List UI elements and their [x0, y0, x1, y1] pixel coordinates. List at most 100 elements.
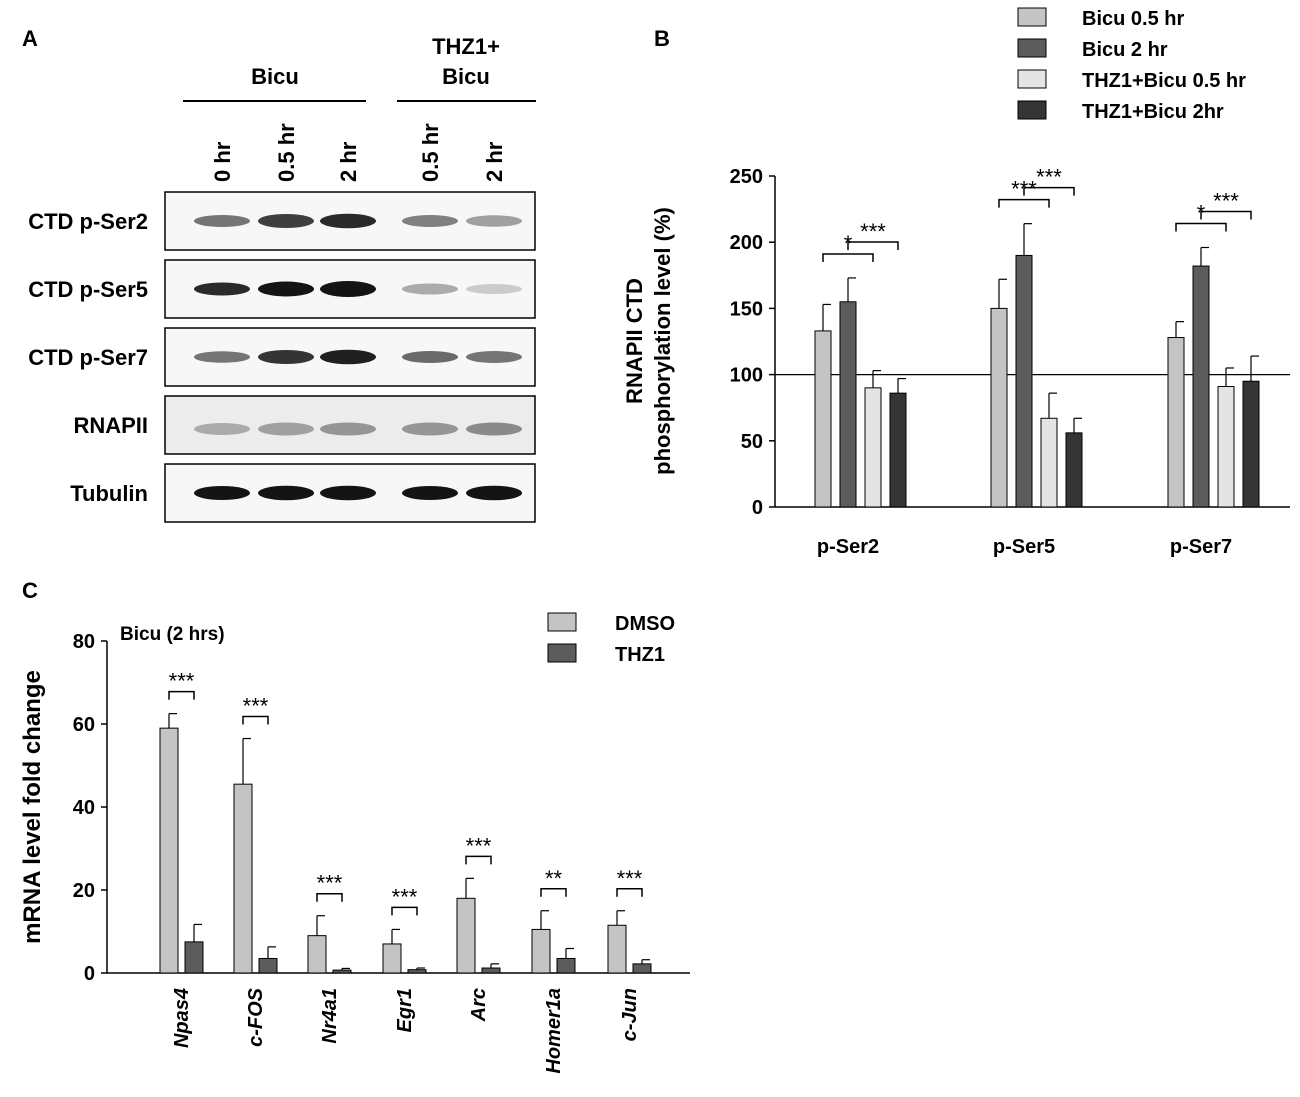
legend-label: Bicu 0.5 hr	[1082, 8, 1184, 30]
category-label: c-FOS	[245, 987, 267, 1047]
bar	[1015, 254, 1033, 508]
bar	[332, 969, 352, 974]
panel-c-annotation: Bicu (2 hrs)	[120, 624, 225, 645]
bar	[233, 783, 253, 974]
legend-swatch	[1017, 69, 1047, 89]
significance-bracket	[822, 253, 874, 262]
legend-label: THZ1	[615, 644, 665, 666]
bar	[456, 897, 476, 974]
significance-bracket	[316, 892, 343, 902]
blot-band	[320, 485, 376, 501]
blot-strips: CTD p-Ser2 CTD p-Ser5 CTD p-Ser7 RNAPII Tubu…	[28, 191, 536, 523]
bar	[1065, 432, 1083, 508]
bar	[1242, 380, 1260, 508]
blot-band	[402, 215, 458, 227]
blot-band	[320, 213, 376, 229]
blot-band	[402, 283, 458, 295]
bar	[607, 924, 627, 974]
bar	[307, 935, 327, 974]
group-label-thz1-line1: THZ1+	[432, 34, 500, 59]
blot-band	[320, 281, 376, 297]
significance-bracket	[391, 906, 418, 916]
bar	[382, 943, 402, 974]
bar	[1167, 337, 1185, 508]
lane-label: 0 hr	[210, 141, 235, 182]
lane-labels: 0 hr 0.5 hr 2 hr 0.5 hr 2 hr	[210, 123, 507, 182]
significance-label: ***	[617, 866, 643, 891]
significance-label: ***	[243, 694, 269, 719]
blot-band	[466, 284, 522, 294]
y-tick-label: 0	[84, 963, 95, 985]
group-label-thz1-line2: Bicu	[442, 64, 490, 89]
category-label: Arc	[468, 988, 490, 1022]
blot-band	[194, 351, 250, 363]
y-tick-label: 60	[73, 714, 95, 736]
bar	[632, 963, 652, 974]
blot-band	[194, 486, 250, 500]
significance-label: ***	[1213, 188, 1239, 213]
category-label: Nr4a1	[319, 988, 341, 1044]
panel-b-ylabel-line2: phosphorylation level (%)	[650, 207, 675, 475]
significance-bracket	[465, 855, 492, 865]
blot-band	[194, 282, 250, 296]
significance-bracket	[847, 241, 899, 250]
legend-swatch	[547, 612, 577, 632]
legend-swatch	[1017, 38, 1047, 58]
blot-label: CTD p-Ser5	[28, 277, 148, 302]
category-label: Egr1	[394, 988, 416, 1032]
panel-a-letter: A	[22, 26, 38, 51]
blot-band	[258, 350, 314, 364]
blot-band	[258, 422, 314, 436]
blot-band	[258, 214, 314, 228]
blot-band	[402, 422, 458, 436]
bar	[556, 957, 576, 974]
blot-label: Tubulin	[70, 481, 148, 506]
y-tick-label: 200	[730, 232, 763, 254]
blot-band	[194, 423, 250, 435]
lane-label: 0.5 hr	[274, 123, 299, 182]
significance-label: ***	[466, 833, 492, 858]
bar	[1192, 265, 1210, 508]
legend-label: THZ1+Bicu 2hr	[1082, 101, 1224, 123]
panel-c-letter: C	[22, 578, 38, 603]
legend-swatch	[547, 643, 577, 663]
category-label: Npas4	[171, 988, 193, 1048]
y-tick-label: 250	[730, 166, 763, 188]
legend-label: Bicu 2 hr	[1082, 39, 1168, 61]
y-tick-label: 150	[730, 298, 763, 320]
y-tick-label: 0	[752, 497, 763, 519]
bar	[864, 387, 882, 508]
blot-band	[466, 351, 522, 363]
significance-bracket	[998, 198, 1050, 208]
blot-label: CTD p-Ser7	[28, 345, 148, 370]
significance-label: ***	[169, 669, 195, 694]
bar	[814, 330, 832, 508]
blot-label: RNAPII	[73, 413, 148, 438]
bar	[407, 969, 427, 974]
significance-bracket	[1175, 222, 1227, 232]
significance-bracket	[1023, 186, 1075, 196]
group-label-bicu: Bicu	[251, 64, 299, 89]
category-label: p-Ser7	[1170, 536, 1232, 558]
significance-label: ***	[317, 871, 343, 896]
legend-swatch	[1017, 100, 1047, 120]
blot-band	[466, 485, 522, 501]
bar	[531, 928, 551, 974]
significance-label: ***	[1036, 165, 1062, 190]
blot-band	[466, 422, 522, 436]
blot-band	[402, 486, 458, 500]
bar	[481, 967, 501, 974]
blot-band	[194, 215, 250, 227]
legend-label: THZ1+Bicu 0.5 hr	[1082, 70, 1246, 92]
category-label: c-Jun	[619, 988, 641, 1041]
lane-label: 2 hr	[482, 141, 507, 182]
significance-bracket	[616, 888, 643, 897]
y-tick-label: 100	[730, 365, 763, 387]
significance-label: ***	[392, 884, 418, 909]
panel-c-chart: Bicu (2 hrs) mRNA level fold change 0 20 4…	[19, 612, 690, 1074]
blot-label: CTD p-Ser2	[28, 209, 148, 234]
category-label: Homer1a	[543, 988, 565, 1074]
y-tick-label: 50	[741, 431, 763, 453]
blot-band	[258, 281, 314, 297]
bar	[1217, 386, 1235, 508]
